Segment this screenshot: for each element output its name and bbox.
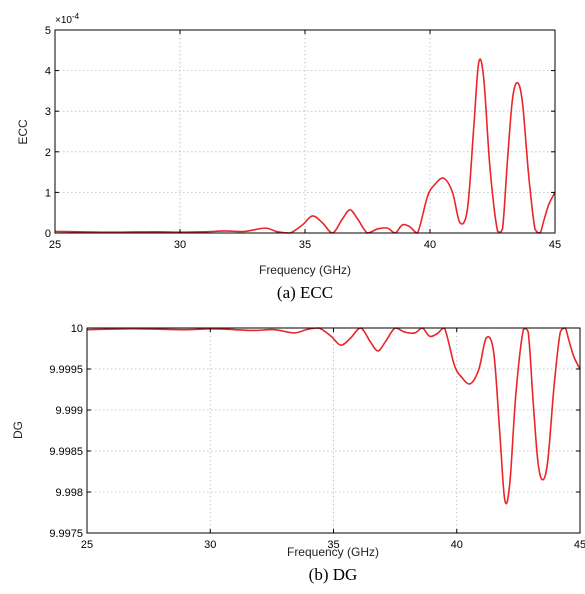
dg-x-tick-label: 45 xyxy=(574,539,585,551)
ecc-y-tick-label: 0 xyxy=(45,228,51,240)
dg-plot-area xyxy=(87,328,580,533)
ecc-y-tick-label: 1 xyxy=(45,187,51,199)
ecc-x-tick-label: 40 xyxy=(424,239,436,251)
dg-y-tick-label: 9.9995 xyxy=(49,364,83,376)
ecc-x-tick-label: 25 xyxy=(49,239,61,251)
ecc-caption: (a) ECC xyxy=(277,283,333,302)
dg-y-tick-label: 10 xyxy=(71,323,83,335)
ecc-x-tick-labels: 25 30 35 40 45 xyxy=(49,239,561,251)
ecc-ticks xyxy=(54,29,556,234)
dg-y-tick-label: 9.998 xyxy=(55,487,83,499)
ecc-x-axis-label: Frequency (GHz) xyxy=(259,263,351,277)
dg-x-tick-label: 40 xyxy=(451,539,463,551)
dg-panel: 25 30 35 40 45 9.9975 9.998 9.9985 9.999 9.9995 1… xyxy=(11,323,585,584)
dg-ticks xyxy=(86,327,581,534)
dg-x-tick-label: 35 xyxy=(327,539,339,551)
dg-y-tick-label: 9.999 xyxy=(55,405,83,417)
ecc-y-tick-label: 2 xyxy=(45,147,51,159)
dg-x-tick-label: 25 xyxy=(81,539,93,551)
dg-x-axis-label: Frequency (GHz) xyxy=(287,545,379,559)
ecc-y-multiplier: ×10-4 xyxy=(55,12,80,26)
dg-x-tick-label: 30 xyxy=(204,539,216,551)
dg-y-axis-label: DG xyxy=(11,421,25,439)
dg-caption: (b) DG xyxy=(309,565,358,584)
dg-y-tick-label: 9.9975 xyxy=(49,528,83,540)
dg-x-tick-labels: 25 30 35 40 45 xyxy=(81,539,585,551)
ecc-y-tick-label: 4 xyxy=(45,66,51,78)
dg-y-tick-labels: 9.9975 9.998 9.9985 9.999 9.9995 10 xyxy=(49,323,83,540)
ecc-y-tick-labels: 0 1 2 3 4 5 xyxy=(45,25,51,240)
ecc-y-axis-label: ECC xyxy=(16,119,30,145)
dg-y-tick-label: 9.9985 xyxy=(49,446,83,458)
ecc-x-tick-label: 45 xyxy=(549,239,561,251)
ecc-x-tick-label: 35 xyxy=(299,239,311,251)
ecc-y-tick-label: 3 xyxy=(45,106,51,118)
ecc-x-tick-label: 30 xyxy=(174,239,186,251)
ecc-y-tick-label: 5 xyxy=(45,25,51,37)
